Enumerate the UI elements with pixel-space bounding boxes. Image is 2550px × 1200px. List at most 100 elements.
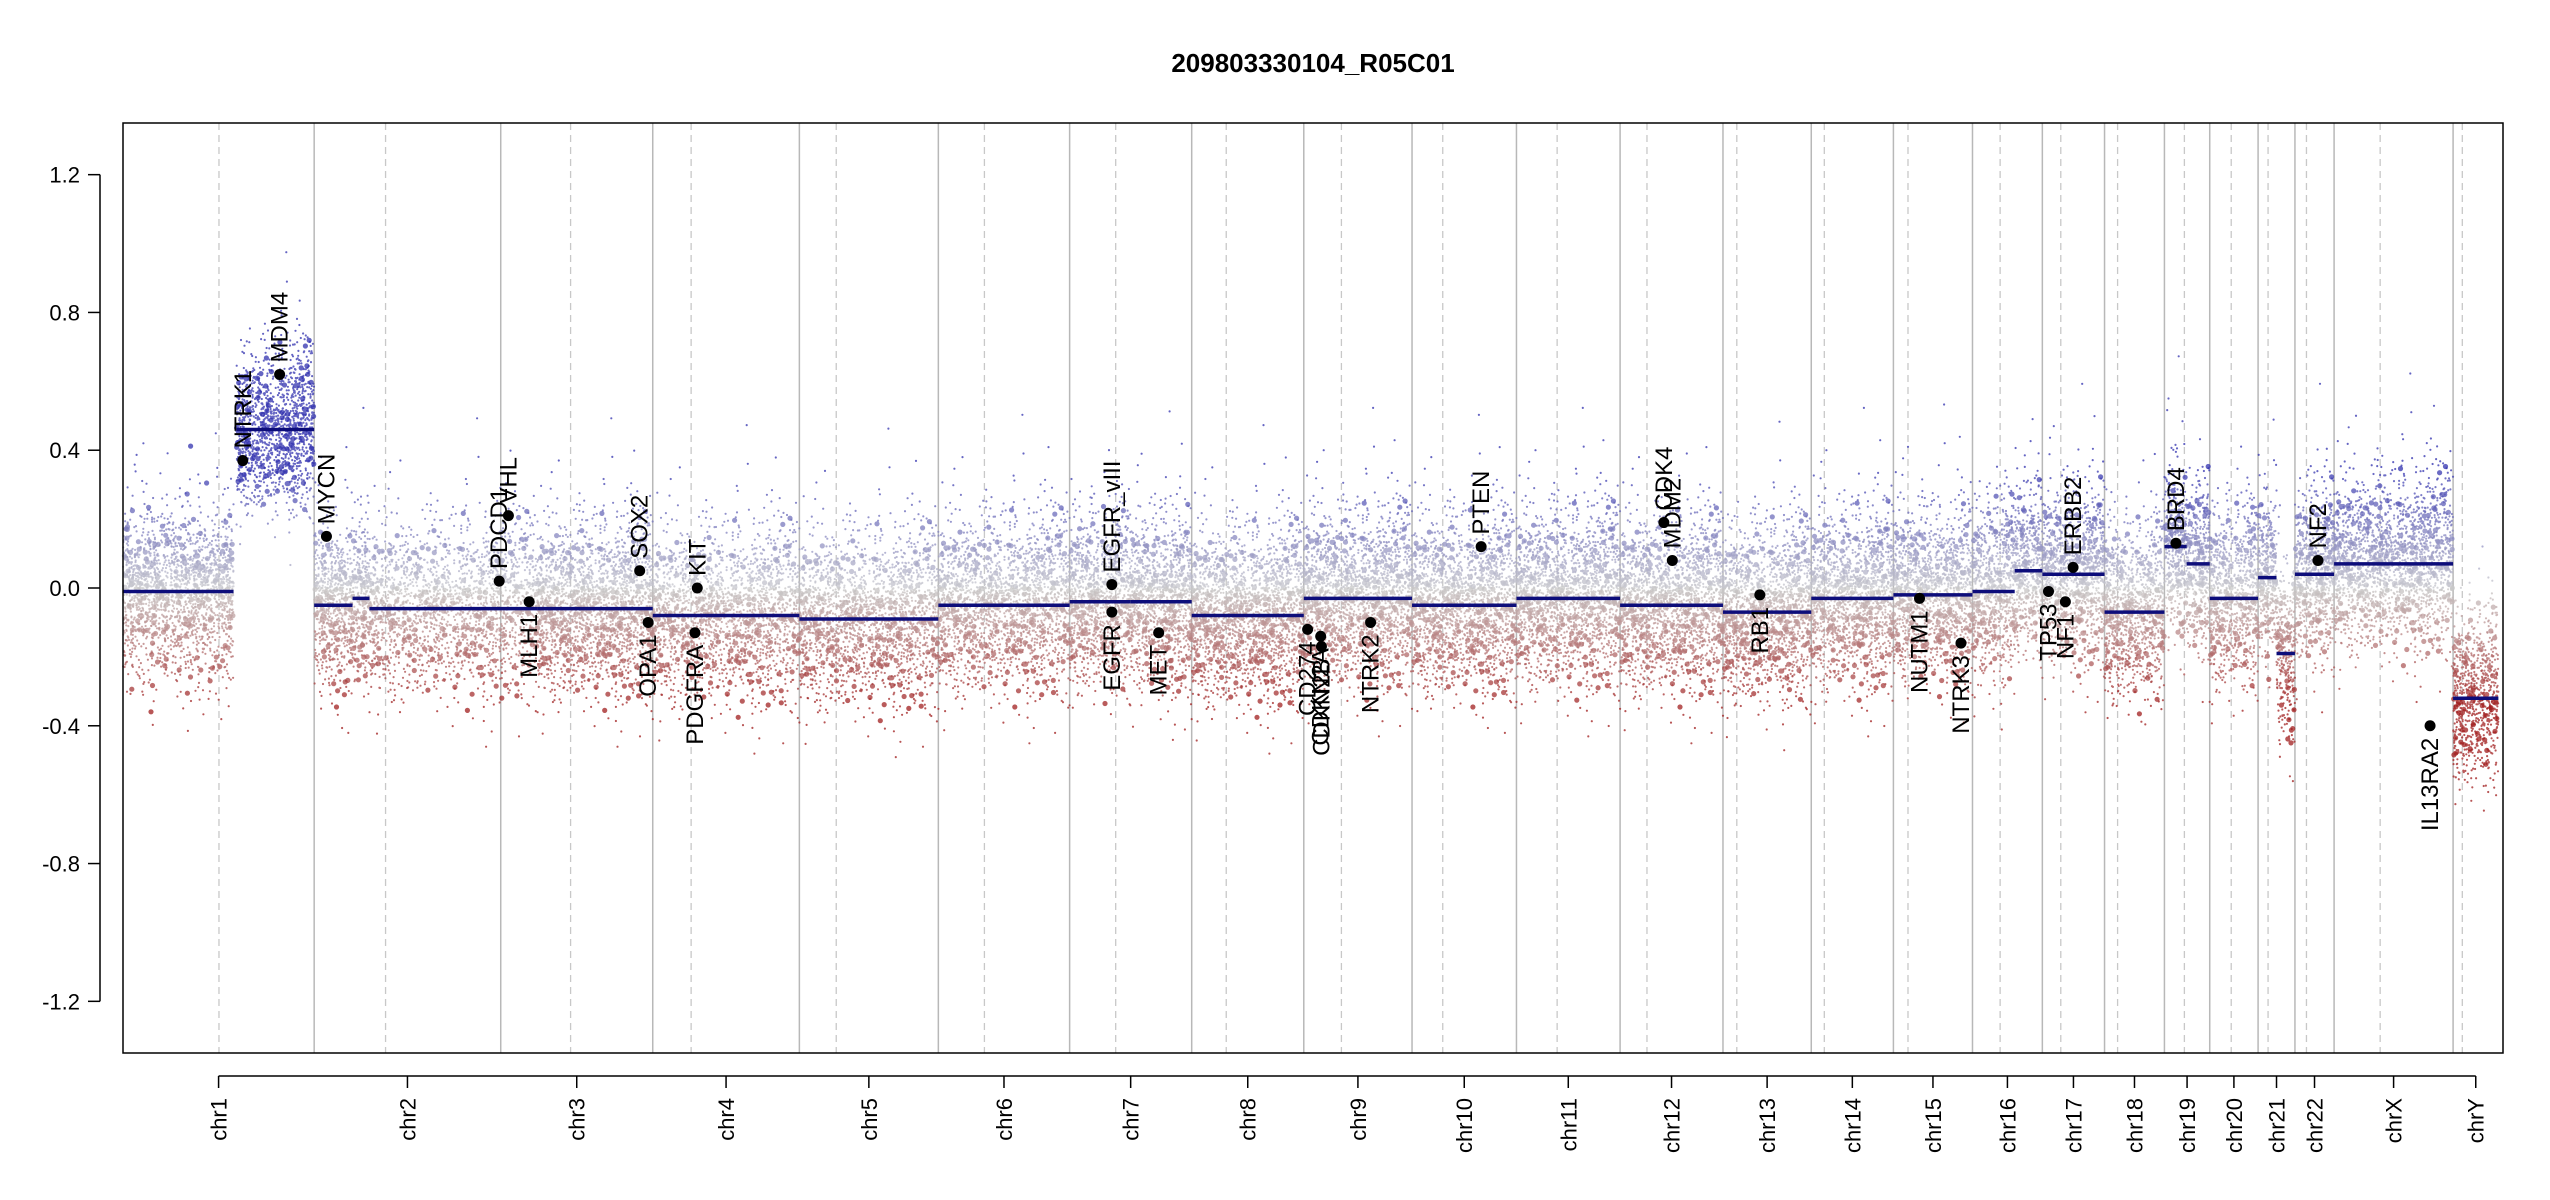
probe-point-group: [341, 691, 2490, 698]
probe-point-group: [264, 488, 270, 494]
gene-point: [320, 530, 332, 542]
probe-point-group: [1305, 533, 1981, 540]
probe-point-group: [238, 477, 244, 483]
gene-label: NF2: [2305, 503, 2332, 548]
x-tick-label: chr20: [2222, 1098, 2247, 1153]
probe-point-group: [452, 684, 1171, 690]
gene-label: NTRK1: [230, 370, 257, 449]
probe-point-group: [2453, 638, 2460, 644]
probe-point-group: [140, 609, 2441, 613]
probe-point-group: [126, 559, 2416, 563]
probe-point-group: [237, 468, 2394, 472]
probe-point-group: [1102, 700, 1108, 707]
probe-point-group: [851, 607, 2407, 614]
probe-point-group: [327, 677, 2490, 681]
gene-label: MLH1: [516, 614, 543, 678]
gene-point: [237, 455, 249, 467]
x-tick-label: chr19: [2175, 1098, 2200, 1153]
probe-point-group: [318, 690, 1782, 694]
gene-label: SOX2: [627, 495, 654, 559]
probe-point-group: [174, 526, 2449, 530]
probe-point-group: [199, 510, 2439, 514]
probe-point-group: [844, 690, 2486, 694]
probe-point-group: [125, 613, 2499, 617]
probe-point-group: [131, 663, 2456, 667]
gene-point: [634, 565, 646, 577]
probe-point-group: [1181, 674, 1187, 680]
probe-point-group: [136, 592, 2493, 596]
probe-point-group: [333, 573, 2268, 580]
probe-point-group: [2097, 502, 2103, 508]
gene-point: [1315, 630, 1327, 642]
gene-point: [274, 368, 286, 380]
probe-point-group: [919, 525, 926, 531]
probe-point-group: [131, 494, 2319, 498]
probe-point-group: [128, 580, 2429, 584]
probe-point-group: [179, 523, 2453, 527]
probe-point-group: [2437, 470, 2443, 476]
gene-point: [1302, 623, 1314, 635]
x-tick-label: chr5: [857, 1098, 882, 1141]
gene-point: [1914, 592, 1926, 604]
gene-point: [642, 616, 654, 628]
probe-point-group: [123, 587, 2453, 591]
probe-point-group: [214, 513, 2439, 517]
probe-point-group: [240, 490, 2448, 494]
probe-point-group: [128, 591, 2451, 595]
probe-point-group: [1960, 500, 2446, 507]
gene-label: EGFR: [1099, 624, 1126, 691]
probe-point-group: [2006, 676, 2013, 682]
probe-point-group: [2397, 465, 2404, 472]
gene-label: OPA1: [635, 634, 662, 696]
probe-point-group: [320, 552, 2384, 559]
gene-label: NTRK2: [1358, 634, 1385, 713]
probe-point-group: [223, 588, 2405, 595]
probe-point-group: [128, 648, 2493, 651]
y-tick-label: 1.2: [49, 163, 80, 188]
y-tick-label: 0.8: [49, 300, 80, 325]
gene-point: [1658, 517, 1670, 529]
probe-point-group: [673, 705, 2492, 709]
gene-label: MDM4: [267, 292, 294, 363]
gene-label: PDGFRA: [682, 645, 709, 745]
probe-point-group: [247, 467, 253, 473]
probe-point-group: [674, 539, 2444, 546]
probe-point-group: [123, 650, 2494, 654]
probe-point-group: [124, 609, 2449, 613]
probe-point-group: [249, 469, 2453, 473]
gene-point: [2067, 561, 2079, 573]
probe-point-group: [397, 682, 2469, 686]
probe-point-group: [787, 515, 2331, 521]
probe-point-group: [236, 484, 2429, 488]
probe-point-group: [235, 478, 2451, 482]
probe-point-group: [1749, 592, 1756, 599]
probe-point-group: [1765, 629, 1771, 635]
probe-point-group: [152, 630, 2324, 637]
probe-point-group: [2375, 602, 2381, 608]
probe-point-group: [778, 700, 2499, 706]
probe-point-group: [128, 652, 2498, 656]
probe-point-group: [1130, 536, 2169, 543]
probe-point-group: [356, 498, 2446, 502]
gene-label: CDKN2A: [1308, 648, 1335, 745]
x-tick-label: chr4: [714, 1098, 739, 1141]
probe-point-group: [713, 703, 2485, 707]
probe-point-group: [2439, 491, 2448, 498]
probe-point-group: [425, 687, 581, 693]
x-tick-label: chr17: [2061, 1098, 2086, 1153]
probe-point-group: [188, 337, 2449, 471]
probe-point-group: [348, 658, 1721, 665]
gene-label: PTEN: [1468, 471, 1495, 535]
probe-point-group: [269, 492, 2442, 496]
probe-point-group: [432, 604, 2357, 611]
x-tick-label: chr8: [1236, 1098, 1261, 1141]
probe-point-group: [667, 618, 2321, 625]
probe-point-group: [176, 612, 2458, 615]
x-axis: chr1 chr2 chr3 chr4 chr5 chr6 chr7 chr8 chr9 chr1…: [207, 1075, 2489, 1153]
probe-point-group: [126, 603, 2431, 607]
probe-point-group: [2336, 499, 2342, 505]
probe-point-group: [2488, 705, 2494, 711]
x-tick-label: chr6: [992, 1098, 1017, 1141]
